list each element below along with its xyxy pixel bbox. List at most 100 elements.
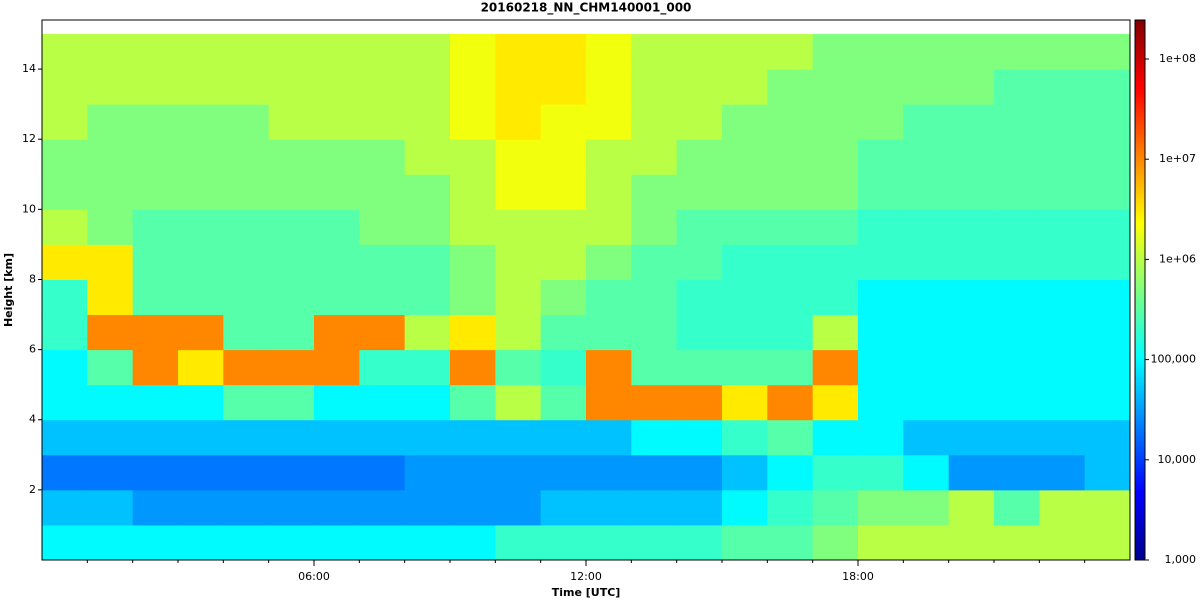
heatmap-cell (178, 454, 224, 491)
heatmap-cell (268, 244, 315, 280)
heatmap-cell (858, 104, 904, 140)
heatmap-cell (858, 314, 904, 351)
heatmap-cell (1039, 349, 1086, 386)
heatmap-cell (178, 349, 224, 386)
heatmap-cell (676, 454, 723, 491)
heatmap-cell (586, 209, 632, 245)
heatmap-cell (631, 454, 678, 491)
heatmap-cell (631, 419, 678, 456)
heatmap-cell (359, 69, 406, 105)
heatmap-cell (178, 104, 224, 140)
heatmap-cell (767, 314, 814, 351)
heatmap-cell (42, 419, 88, 456)
heatmap-cell (586, 419, 632, 456)
heatmap-cell (858, 454, 904, 491)
heatmap-cell (1084, 244, 1131, 280)
heatmap-cell (676, 419, 723, 456)
heatmap-cell (132, 104, 179, 140)
heatmap-cell (42, 104, 88, 140)
heatmap-cell (858, 34, 904, 70)
heatmap-cell (223, 139, 270, 175)
heatmap-cell (994, 279, 1040, 316)
heatmap-cell (812, 524, 859, 561)
heatmap-cell (948, 209, 995, 245)
heatmap-cell (767, 209, 814, 245)
heatmap-cell (903, 489, 950, 526)
heatmap-cell (268, 69, 315, 105)
heatmap-cell (450, 34, 496, 70)
heatmap-cell (42, 174, 88, 210)
heatmap-cell (87, 349, 134, 386)
heatmap-cell (1039, 419, 1086, 456)
heatmap-cell (1039, 489, 1086, 526)
heatmap-cell (268, 454, 315, 491)
colorbar-tick-label: 1e+07 (1159, 152, 1196, 165)
heatmap-cell (314, 349, 360, 386)
y-tick-label: 6 (29, 343, 36, 356)
heatmap-cell (903, 139, 950, 175)
heatmap-cell (359, 454, 406, 491)
heatmap-cell (1039, 139, 1086, 175)
heatmap-cell (132, 489, 179, 526)
heatmap-cell (1084, 419, 1131, 456)
heatmap-cell (903, 69, 950, 105)
heatmap-cell (404, 314, 451, 351)
heatmap-cell (676, 104, 723, 140)
heatmap-cell (540, 244, 587, 280)
heatmap-cell (586, 454, 632, 491)
heatmap-cell (722, 489, 768, 526)
heatmap-cell (858, 174, 904, 210)
heatmap-cell (42, 454, 88, 491)
heatmap-cell (676, 279, 723, 316)
heatmap-cell (994, 349, 1040, 386)
heatmap-cell (676, 524, 723, 561)
heatmap-cell (87, 69, 134, 105)
heatmap-cell (132, 174, 179, 210)
heatmap-cell (87, 104, 134, 140)
heatmap-cell (450, 349, 496, 386)
heatmap-cell (223, 244, 270, 280)
heatmap-cell (631, 174, 678, 210)
colorbar-tick-label: 1,000 (1165, 553, 1197, 566)
heatmap-cell (586, 524, 632, 561)
heatmap-cell (948, 139, 995, 175)
heatmap-cell (314, 489, 360, 526)
heatmap-cell (495, 34, 542, 70)
heatmap-cell (359, 349, 406, 386)
heatmap-cell (631, 69, 678, 105)
heatmap-cell (1039, 34, 1086, 70)
heatmap-cell (223, 174, 270, 210)
heatmap-cell (178, 489, 224, 526)
heatmap-cell (359, 244, 406, 280)
heatmap-cell (404, 349, 451, 386)
heatmap-cell (1084, 314, 1131, 351)
heatmap-cell (450, 244, 496, 280)
heatmap-cell (132, 139, 179, 175)
heatmap-cell (994, 104, 1040, 140)
heatmap-cell (812, 209, 859, 245)
heatmap-cell (812, 34, 859, 70)
heatmap-cell (495, 524, 542, 561)
heatmap-cell (722, 279, 768, 316)
heatmap-cell (676, 34, 723, 70)
heatmap-cell (495, 349, 542, 386)
heatmap-cell (359, 489, 406, 526)
heatmap-cell (87, 34, 134, 70)
heatmap-cell (540, 139, 587, 175)
heatmap-cell (42, 139, 88, 175)
heatmap-cell (586, 174, 632, 210)
heatmap-cell (994, 174, 1040, 210)
heatmap-cell (903, 384, 950, 421)
heatmap-cell (178, 34, 224, 70)
heatmap-cell (132, 419, 179, 456)
heatmap-cell (540, 419, 587, 456)
heatmap-cell (359, 279, 406, 316)
heatmap-cell (948, 34, 995, 70)
heatmap-cell (404, 104, 451, 140)
x-tick-label: 18:00 (842, 570, 874, 583)
heatmap-cell (404, 279, 451, 316)
heatmap-cell (268, 314, 315, 351)
y-axis-label: Height [km] (2, 253, 15, 327)
heatmap-cell (994, 139, 1040, 175)
